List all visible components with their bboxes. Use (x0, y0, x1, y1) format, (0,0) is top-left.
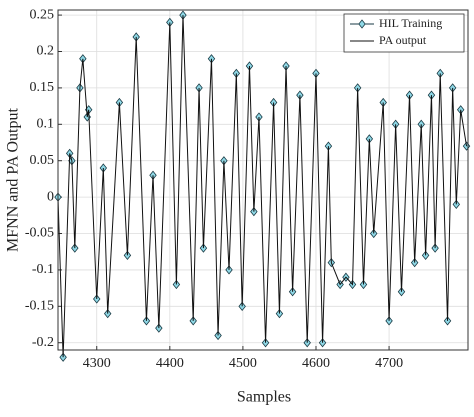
plot-frame (57, 9, 469, 351)
legend-marker (358, 19, 366, 29)
x-tick-label: 4400 (156, 356, 184, 371)
y-tick-label: -0.15 (25, 299, 54, 314)
x-tick-label: 4600 (302, 356, 330, 371)
y-tick-label: 0 (47, 189, 54, 204)
y-axis-label: MFNN and PA Output (5, 108, 22, 252)
legend-label: HIL Training (379, 16, 442, 30)
y-tick-label: -0.1 (32, 262, 54, 277)
y-tick-label: 0.25 (30, 7, 55, 22)
legend: HIL Training PA output (343, 13, 465, 53)
y-tick-label: 0.1 (37, 117, 55, 132)
x-tick-label: 4300 (83, 356, 111, 371)
legend-box (343, 13, 465, 53)
y-tick-label: 0.2 (37, 44, 55, 59)
y-tick-label: 0.05 (30, 153, 55, 168)
y-tick-label: -0.05 (25, 226, 54, 241)
x-tick-label: 4500 (229, 356, 257, 371)
x-tick-label: 4700 (375, 356, 403, 371)
x-axis-label: Samples (237, 389, 291, 406)
legend-label: PA output (379, 33, 427, 47)
data-line (57, 15, 468, 358)
y-tick-label: 0.15 (30, 80, 55, 95)
y-tick-label: -0.2 (32, 335, 54, 350)
